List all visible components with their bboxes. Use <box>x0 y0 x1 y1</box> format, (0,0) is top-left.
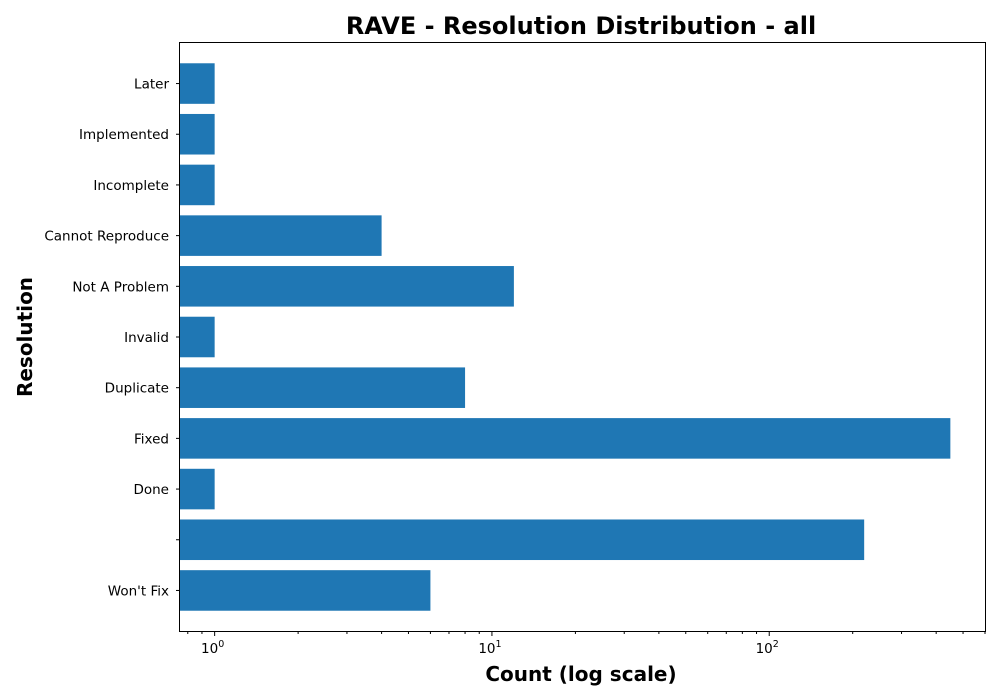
x-tick-label: 102 <box>756 639 779 657</box>
plot-frame <box>179 42 986 632</box>
x-axis-ticks: 100 101 102 <box>187 631 986 657</box>
chart-title: RAVE - Resolution Distribution - all <box>346 12 816 40</box>
y-tick-label: Not A Problem <box>72 279 169 295</box>
bar <box>180 519 865 561</box>
x-axis-label: Count (log scale) <box>485 662 676 686</box>
bar <box>180 367 466 408</box>
y-tick-label: Later <box>134 77 169 93</box>
y-tick-label: Invalid <box>124 330 169 346</box>
y-tick-label: Incomplete <box>93 178 169 194</box>
y-tick-label: Cannot Reproduce <box>44 229 169 245</box>
bar <box>180 316 215 358</box>
bar <box>180 418 951 459</box>
bars <box>180 63 951 611</box>
bar <box>180 113 215 155</box>
bar <box>180 63 215 104</box>
bar <box>180 570 431 611</box>
y-axis-label: Resolution <box>13 277 37 397</box>
x-tick-label: 100 <box>201 639 224 657</box>
x-tick-label: 101 <box>478 639 501 657</box>
y-axis-ticks: Won't Fix Done Fixed Duplicate Invalid Not A … <box>44 77 180 599</box>
y-tick-label: Duplicate <box>105 381 169 397</box>
plot-area: Won't Fix Done Fixed Duplicate Invalid Not A … <box>44 42 986 657</box>
bar <box>180 164 215 206</box>
bar <box>180 266 514 307</box>
y-tick-label: Fixed <box>134 431 169 447</box>
y-tick-label: Won't Fix <box>108 583 169 599</box>
bar <box>180 215 382 256</box>
bar <box>180 468 215 510</box>
y-tick-label: Done <box>133 482 169 498</box>
y-tick-label: Implemented <box>79 127 169 143</box>
